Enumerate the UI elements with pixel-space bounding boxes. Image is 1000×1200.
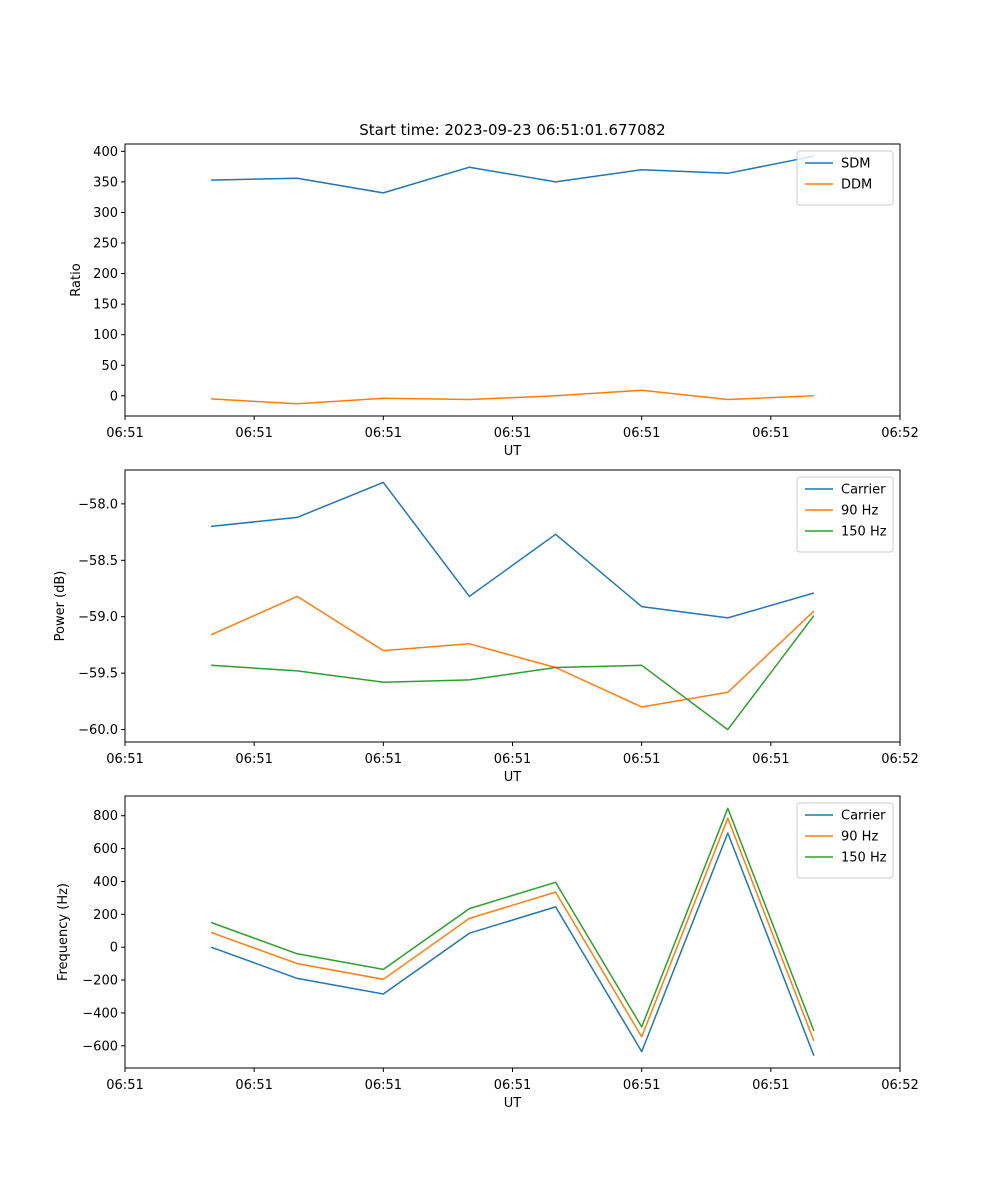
- legend: Carrier 90 Hz 150 Hz: [796, 802, 894, 879]
- x-tick-label: 06:52: [881, 752, 918, 767]
- legend-label: Carrier: [841, 809, 886, 824]
- chart-panel-3: 06:51 06:51 06:51 06:51 06:51 06:51 06:52 −600 −…: [56, 795, 919, 1111]
- x-axis-label: UT: [504, 444, 522, 459]
- series-line-carrier: [210, 832, 815, 1056]
- legend-label: 150 Hz: [841, 851, 887, 866]
- legend-box: [796, 476, 894, 553]
- y-tick-label: −58.0: [78, 497, 118, 512]
- y-tick-label: 200: [93, 267, 118, 282]
- legend-box: [796, 150, 894, 206]
- x-axis-label: UT: [504, 770, 522, 785]
- x-axis-label: UT: [504, 1096, 522, 1111]
- legend: Carrier 90 Hz 150 Hz: [796, 476, 894, 553]
- y-tick-label: 0: [110, 941, 118, 956]
- plot-frame: [124, 469, 901, 743]
- legend-label: SDM: [841, 157, 870, 172]
- x-tick-label: 06:51: [752, 426, 789, 441]
- y-tick-label: 400: [93, 145, 118, 160]
- legend-label: 90 Hz: [841, 504, 878, 519]
- x-tick-label: 06:51: [752, 752, 789, 767]
- x-tick-label: 06:51: [106, 752, 143, 767]
- x-tick-label: 06:51: [106, 1078, 143, 1093]
- y-tick-label: 200: [93, 908, 118, 923]
- x-tick-label: 06:51: [494, 752, 531, 767]
- y-tick-label: 0: [110, 389, 118, 404]
- y-axis-label: Ratio: [69, 263, 84, 296]
- x-tick-label: 06:51: [235, 752, 272, 767]
- y-tick-label: −600: [82, 1039, 118, 1054]
- x-tick-label: 06:51: [623, 426, 660, 441]
- y-tick-label: 250: [93, 237, 118, 252]
- y-tick-label: −58.5: [78, 554, 118, 569]
- y-tick-label: −400: [82, 1006, 118, 1021]
- y-tick-label: 800: [93, 809, 118, 824]
- legend-box: [796, 802, 894, 879]
- y-axis-label: Power (dB): [53, 571, 68, 642]
- legend-label: DDM: [841, 178, 872, 193]
- y-tick-label: 300: [93, 206, 118, 221]
- series-line-90-hz: [210, 817, 815, 1042]
- series-line-ddm: [211, 389, 814, 405]
- y-tick-label: 150: [93, 298, 118, 313]
- x-tick-label: 06:52: [881, 1078, 918, 1093]
- legend-label: Carrier: [841, 483, 886, 498]
- y-tick-label: −59.5: [78, 667, 118, 682]
- y-axis-label: Frequency (Hz): [56, 883, 71, 981]
- x-tick-label: 06:51: [365, 426, 402, 441]
- chart-panels: 06:51 06:51 06:51 06:51 06:51 06:51 06:52 0 50 10…: [53, 143, 919, 1111]
- x-tick-label: 06:51: [494, 426, 531, 441]
- x-tick-label: 06:51: [623, 1078, 660, 1093]
- plot-frame: [124, 143, 901, 417]
- legend-label: 90 Hz: [841, 830, 878, 845]
- x-tick-label: 06:51: [752, 1078, 789, 1093]
- y-tick-label: −200: [82, 974, 118, 989]
- series-line-90-hz: [210, 595, 815, 708]
- legend: SDM DDM: [796, 150, 894, 206]
- y-tick-label: 400: [93, 875, 118, 890]
- chart-panel-1: 06:51 06:51 06:51 06:51 06:51 06:51 06:52 0 50 10…: [69, 143, 919, 459]
- series-line-sdm: [211, 155, 815, 194]
- x-tick-label: 06:51: [365, 1078, 402, 1093]
- y-tick-label: 600: [93, 842, 118, 857]
- x-tick-label: 06:51: [623, 752, 660, 767]
- plot-frame: [124, 795, 901, 1069]
- y-tick-label: 100: [93, 328, 118, 343]
- chart-panel-2: 06:51 06:51 06:51 06:51 06:51 06:51 06:52 −60.0…: [53, 469, 919, 785]
- y-tick-label: 350: [93, 175, 118, 190]
- legend-label: 150 Hz: [841, 525, 887, 540]
- y-tick-label: −59.0: [78, 610, 118, 625]
- x-tick-label: 06:51: [235, 1078, 272, 1093]
- chart-title: Start time: 2023-09-23 06:51:01.677082: [359, 121, 665, 139]
- x-tick-label: 06:51: [365, 752, 402, 767]
- series-line-150-hz: [210, 807, 815, 1032]
- series-line-carrier: [211, 481, 815, 619]
- series-line-150-hz: [211, 615, 815, 731]
- x-tick-label: 06:51: [106, 426, 143, 441]
- y-tick-label: −60.0: [78, 723, 118, 738]
- y-tick-label: 50: [101, 359, 118, 374]
- x-tick-label: 06:51: [494, 1078, 531, 1093]
- x-tick-label: 06:51: [235, 426, 272, 441]
- x-tick-label: 06:52: [881, 426, 918, 441]
